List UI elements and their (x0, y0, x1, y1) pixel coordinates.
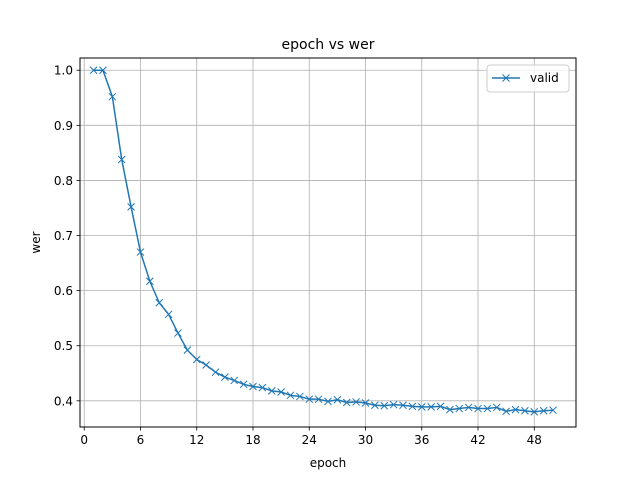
x-axis-label: epoch (310, 456, 347, 470)
data-point (549, 406, 557, 415)
data-point (521, 406, 529, 415)
data-point (249, 382, 257, 391)
data-point (436, 402, 445, 411)
data-point (296, 392, 304, 401)
x-tick-label: 30 (358, 433, 373, 447)
y-axis: 0.4 0.5 0.6 0.7 0.8 0.9 1.0 (54, 64, 80, 408)
data-point (399, 401, 407, 410)
legend: valid (486, 64, 570, 93)
data-point (239, 380, 248, 389)
data-point (361, 399, 370, 407)
data-point (314, 395, 323, 404)
x-tick-label: 12 (189, 433, 204, 447)
grid (80, 58, 576, 427)
data-point (342, 398, 351, 407)
data-point (145, 277, 154, 286)
data-point (408, 402, 417, 411)
y-tick-label: 0.8 (54, 174, 73, 188)
plot-frame (79, 57, 577, 428)
data-point (127, 203, 135, 211)
y-tick-label: 0.4 (54, 394, 73, 408)
data-point (502, 407, 511, 416)
data-point (99, 66, 107, 75)
data-point (333, 395, 342, 404)
data-point (455, 404, 464, 413)
legend-box (486, 64, 570, 93)
legend-marker (502, 74, 510, 82)
data-point (474, 404, 482, 413)
data-point (155, 298, 164, 307)
x-tick-label: 48 (527, 433, 542, 447)
data-point (258, 383, 267, 392)
chart-title: epoch vs wer (282, 37, 375, 53)
data-point (389, 400, 398, 409)
data-point (324, 397, 332, 406)
data-point (352, 398, 360, 406)
x-tick-label: 24 (302, 433, 317, 447)
data-point (464, 403, 473, 412)
data-point (380, 401, 389, 410)
x-tick-label: 18 (245, 433, 260, 447)
data-point (305, 395, 314, 404)
data-point (277, 388, 285, 396)
data-point (286, 391, 295, 400)
series-layer (89, 66, 557, 416)
data-point (117, 155, 126, 164)
x-tick-label: 36 (414, 433, 429, 447)
data-point (446, 405, 454, 414)
x-tick-label: 42 (470, 433, 485, 447)
data-point (136, 248, 145, 256)
data-point (427, 403, 435, 411)
data-point (108, 92, 117, 101)
data-point (192, 355, 201, 364)
y-tick-label: 1.0 (54, 64, 73, 78)
data-point (539, 406, 548, 415)
data-point (183, 346, 192, 354)
data-point (417, 403, 426, 411)
x-tick-label: 0 (80, 433, 88, 447)
data-point (221, 373, 229, 381)
y-tick-label: 0.6 (54, 284, 73, 298)
data-point (492, 403, 501, 412)
y-tick-label: 0.5 (54, 339, 73, 353)
data-point (483, 404, 492, 413)
y-tick-label: 0.7 (54, 229, 73, 243)
data-point (164, 310, 173, 319)
legend-label: valid (530, 71, 559, 85)
data-point (230, 376, 239, 385)
x-tick-label: 6 (137, 433, 145, 447)
y-axis-label: wer (29, 231, 43, 253)
x-axis: 0 6 12 18 24 30 36 42 48 (80, 427, 542, 447)
data-point (89, 66, 98, 75)
data-point (371, 401, 379, 410)
data-point (202, 361, 210, 369)
data-point (174, 329, 182, 337)
data-point (530, 407, 539, 416)
y-tick-label: 0.9 (54, 119, 73, 133)
data-point (267, 387, 276, 395)
data-point (511, 405, 520, 414)
data-point (211, 368, 220, 377)
series-line-valid (93, 69, 554, 413)
